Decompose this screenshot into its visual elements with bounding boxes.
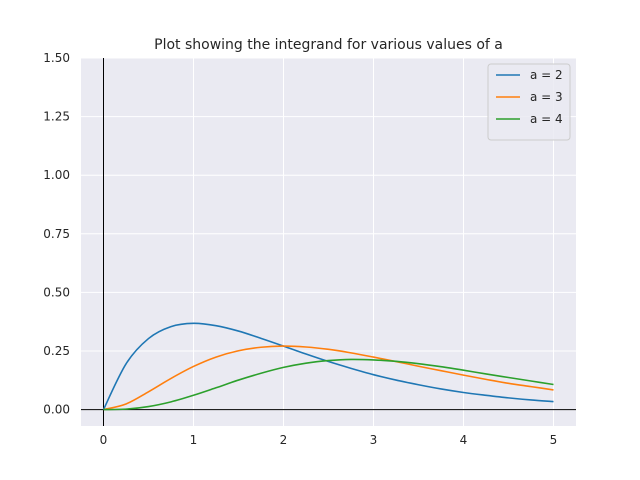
grid xyxy=(81,57,576,426)
chart-title: Plot showing the integrand for various v… xyxy=(154,37,503,53)
x-tick-label: 2 xyxy=(280,433,288,447)
y-tick-label: 0.00 xyxy=(43,403,70,417)
series-line-1 xyxy=(102,322,554,410)
axes xyxy=(81,58,576,426)
legend-label: a = 2 xyxy=(530,68,563,82)
x-tick-label: 0 xyxy=(100,433,108,447)
legend: a = 2 a = 3 a = 4 xyxy=(487,63,571,141)
x-tick-label: 4 xyxy=(460,433,468,447)
legend-box xyxy=(487,63,571,141)
y-tick-label: 1.50 xyxy=(43,51,70,65)
y-tick-label: 1.25 xyxy=(43,110,70,124)
x-tick-label: 5 xyxy=(550,433,558,447)
y-tick-label: 0.75 xyxy=(43,227,70,241)
legend-label: a = 3 xyxy=(530,90,563,104)
series-line-3 xyxy=(103,358,554,411)
y-tick-label: 1.00 xyxy=(43,168,70,182)
ticks: 0 1 2 3 4 5 0.00 0.25 0.50 0.75 1.00 1.25 1.50 xyxy=(43,51,557,447)
y-tick-label: 0.50 xyxy=(43,285,70,299)
x-tick-label: 3 xyxy=(370,433,378,447)
series-line-2 xyxy=(103,345,554,411)
series-group xyxy=(102,322,554,411)
legend-label: a = 4 xyxy=(530,112,563,126)
x-tick-label: 1 xyxy=(190,433,198,447)
y-tick-label: 0.25 xyxy=(43,344,70,358)
